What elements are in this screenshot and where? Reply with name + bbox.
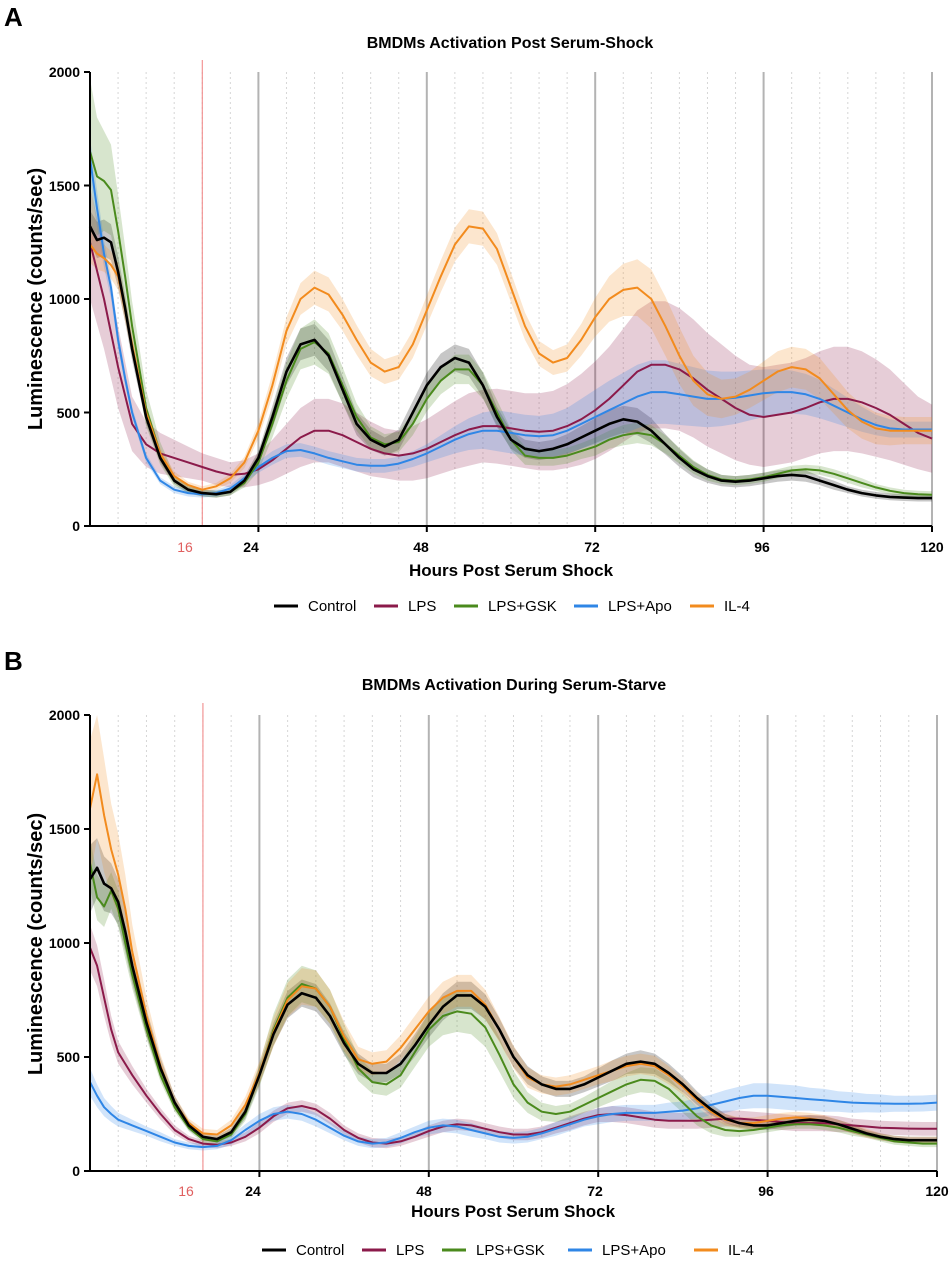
legend-label-control: Control xyxy=(308,598,356,615)
panel-b-line-control xyxy=(88,866,937,1142)
panel-b-xtick-label: 24 xyxy=(245,1183,261,1199)
legend-label-lps: LPS xyxy=(396,1242,424,1259)
panel-b-xtick-label: 96 xyxy=(758,1183,774,1199)
panel-a-line-control xyxy=(88,225,932,500)
panel-b-ytick-label: 1500 xyxy=(49,821,80,837)
panel-a-band-control xyxy=(90,210,932,502)
panel-b: B BMDMs Activation During Serum-Starve L… xyxy=(4,646,949,1259)
panel-a-line-lps xyxy=(89,242,933,476)
panel-b-line-lps-gsk xyxy=(89,862,937,1145)
panel-b-gridlines xyxy=(117,703,938,1171)
legend-label-lps: LPS xyxy=(408,598,436,615)
panel-a-band-lps xyxy=(90,185,932,488)
panel-a-ytick-label: 0 xyxy=(72,518,80,534)
legend-label-lps-gsk: LPS+GSK xyxy=(476,1242,545,1259)
panel-a-title: BMDMs Activation Post Serum-Shock xyxy=(367,35,654,52)
panel-a-series-lines xyxy=(88,151,933,500)
legend-label-lps-gsk: LPS+GSK xyxy=(488,598,557,615)
panel-b-ytick-label: 2000 xyxy=(49,707,80,723)
panel-a-ytick-label: 1500 xyxy=(49,178,80,194)
legend-label-lps-apo: LPS+Apo xyxy=(602,1242,666,1259)
panel-a-line-il-4 xyxy=(89,225,932,491)
legend-label-lps-apo: LPS+Apo xyxy=(608,598,672,615)
legend-label-control: Control xyxy=(296,1242,344,1259)
panel-b-marker-label: 16 xyxy=(178,1183,194,1199)
panel-a-band-lps-apo xyxy=(90,137,932,498)
panel-b-xtick-label: 72 xyxy=(587,1183,603,1199)
legend-label-il-4: IL-4 xyxy=(728,1242,754,1259)
panel-b-ytick-label: 1000 xyxy=(49,935,80,951)
panel-b-series-lines xyxy=(88,773,938,1149)
panel-b-xtick-label: 48 xyxy=(416,1183,432,1199)
panel-a-ytick-label: 500 xyxy=(57,405,81,421)
panel-b-ytick-label: 500 xyxy=(57,1049,81,1065)
panel-a-xtick-label: 120 xyxy=(920,539,944,555)
panel-a-ytick-label: 2000 xyxy=(49,64,80,80)
panel-a-xtick-label: 72 xyxy=(584,539,600,555)
panel-a-letter: A xyxy=(4,2,23,32)
panel-a-y-axis-label: Luminescence (counts/sec) xyxy=(25,168,47,430)
panel-a-xtick-label: 24 xyxy=(243,539,259,555)
panel-a-legend: Control LPS LPS+GSK LPS+Apo IL-4 xyxy=(274,598,750,615)
panel-b-x-axis-label: Hours Post Serum Shock xyxy=(411,1202,616,1221)
panel-b-ytick-label: 0 xyxy=(72,1163,80,1179)
panel-a-xtick-label: 48 xyxy=(413,539,429,555)
panel-b-line-lps-apo xyxy=(89,1081,938,1149)
panel-b-title: BMDMs Activation During Serum-Starve xyxy=(362,677,666,694)
panel-a-ytick-label: 1000 xyxy=(49,291,80,307)
panel-b-legend: Control LPS LPS+GSK LPS+Apo IL-4 xyxy=(262,1242,754,1259)
panel-a-marker-label: 16 xyxy=(177,539,193,555)
panel-b-y-axis-label: Luminescence (counts/sec) xyxy=(25,813,47,1075)
panel-a: A BMDMs Activation Post Serum-Shock Lumi… xyxy=(4,2,944,615)
panel-b-xtick-label: 120 xyxy=(925,1183,949,1199)
legend-label-il-4: IL-4 xyxy=(724,598,750,615)
panel-b-letter: B xyxy=(4,646,23,676)
panel-a-xtick-label: 96 xyxy=(754,539,770,555)
panel-a-error-bands xyxy=(90,78,932,502)
panel-a-line-lps-apo xyxy=(89,158,932,496)
panel-a-x-axis-label: Hours Post Serum Shock xyxy=(409,561,614,580)
